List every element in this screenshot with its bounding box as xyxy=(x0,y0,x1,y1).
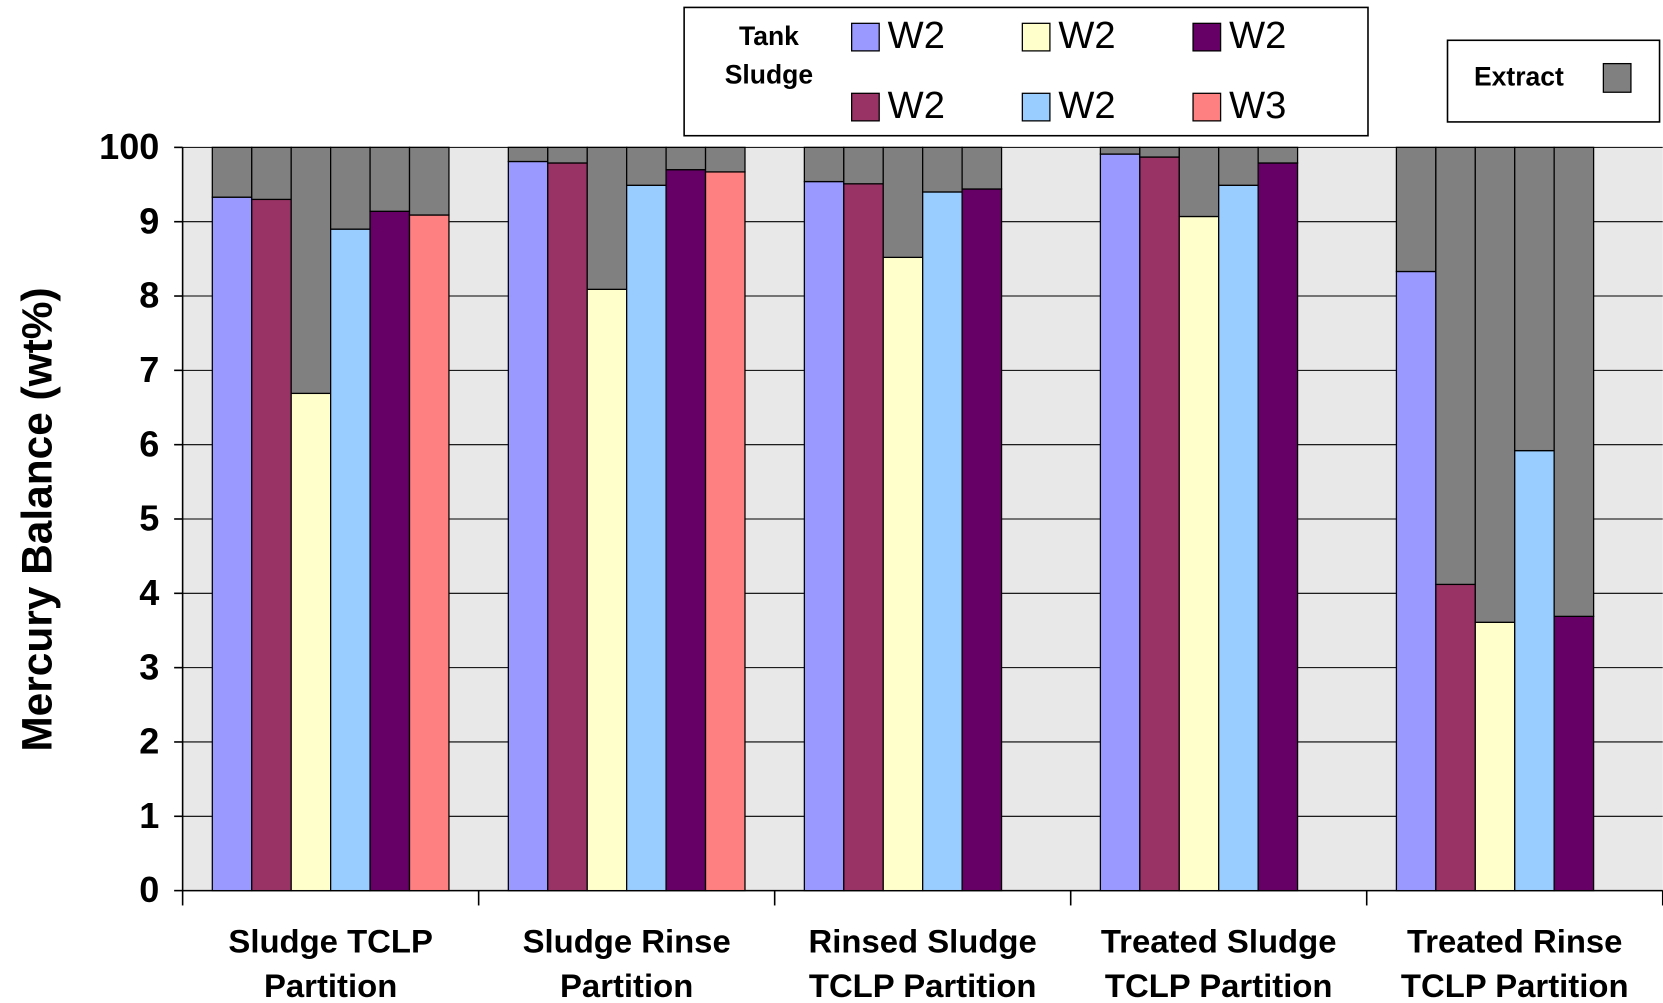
bar-extract xyxy=(882,146,924,259)
bar xyxy=(803,180,845,892)
legend-label: W2 xyxy=(888,84,945,127)
bar-extract xyxy=(290,146,332,395)
x-tick-label: TCLP Partition xyxy=(809,967,1037,1003)
legend-swatch xyxy=(1192,92,1222,122)
legend-label: Extract xyxy=(1474,61,1564,91)
x-tick-label: Partition xyxy=(264,967,397,1003)
bar xyxy=(1257,162,1299,892)
legend-swatch xyxy=(1021,22,1051,52)
x-tick-label: Rinsed Sludge xyxy=(809,922,1037,959)
bar-extract xyxy=(626,146,667,186)
bar xyxy=(882,256,924,892)
bar-extract xyxy=(251,146,292,201)
bar xyxy=(704,171,746,892)
bar-extract xyxy=(330,146,371,230)
bar-extract xyxy=(1395,146,1437,273)
bar xyxy=(290,392,332,892)
y-tick-label: 2 xyxy=(139,721,159,762)
bar-extract xyxy=(1178,146,1220,218)
legend-label: W2 xyxy=(1229,14,1286,57)
bar-extract xyxy=(922,146,963,193)
bar xyxy=(626,184,667,892)
y-tick-label: 3 xyxy=(139,646,159,687)
legend-swatch xyxy=(1021,92,1051,122)
bar-extract xyxy=(843,146,884,185)
bar-extract xyxy=(1553,146,1595,617)
legend-title: Sludge xyxy=(725,59,813,89)
bar xyxy=(369,210,411,892)
bar-extract xyxy=(369,146,411,212)
y-axis-title: Mercury Balance (wt%) xyxy=(14,287,61,751)
x-tick-label: Treated Rinse xyxy=(1407,922,1623,959)
bar xyxy=(843,183,884,892)
bar-extract xyxy=(586,146,628,290)
y-tick-label: 9 xyxy=(139,200,159,241)
bar-extract xyxy=(1474,146,1516,623)
y-tick-label: 6 xyxy=(139,423,159,464)
y-tick-label: 100 xyxy=(99,126,159,167)
bar-extract xyxy=(1139,146,1180,158)
bar xyxy=(408,214,450,892)
bar-extract xyxy=(211,146,253,198)
x-tick-label: TCLP Partition xyxy=(1401,967,1629,1003)
x-tick-label: TCLP Partition xyxy=(1105,967,1333,1003)
bar-extract xyxy=(1514,146,1555,452)
bar-extract xyxy=(408,146,450,216)
x-tick-label: Partition xyxy=(560,967,693,1003)
bar-extract xyxy=(1099,146,1141,155)
legend-swatch xyxy=(851,92,880,122)
bar-extract xyxy=(547,146,588,164)
legend-swatch xyxy=(1602,62,1632,93)
bar xyxy=(1099,153,1141,892)
bar xyxy=(1218,184,1259,892)
bar xyxy=(1514,449,1555,892)
bar xyxy=(665,169,707,892)
bar-extract xyxy=(1257,146,1299,164)
x-tick-label: Treated Sludge xyxy=(1101,922,1337,959)
bar xyxy=(1474,621,1516,892)
y-tick-label: 0 xyxy=(139,869,159,910)
legend-label: W2 xyxy=(1058,84,1115,127)
x-tick-label: Sludge Rinse xyxy=(523,922,731,959)
x-tick-label: Sludge TCLP xyxy=(228,922,432,959)
bar xyxy=(961,188,1003,892)
legend-title: Tank xyxy=(739,21,799,51)
bar-extract xyxy=(665,146,707,171)
legend-swatch xyxy=(1192,22,1222,52)
bar xyxy=(1178,215,1220,892)
bar xyxy=(1395,270,1437,892)
bar xyxy=(922,191,963,892)
bar xyxy=(1435,583,1476,892)
bar xyxy=(251,198,292,892)
bar-extract xyxy=(961,146,1003,190)
legend-label: W2 xyxy=(888,14,945,57)
bar xyxy=(1553,615,1595,892)
y-tick-label: 8 xyxy=(139,275,159,316)
y-tick-label: 4 xyxy=(139,572,159,613)
legend-swatch xyxy=(851,22,880,52)
legend-label: W3 xyxy=(1229,84,1286,127)
bar-extract xyxy=(1435,146,1476,586)
bar xyxy=(330,228,371,892)
bar-extract xyxy=(803,146,845,183)
bar xyxy=(586,288,628,892)
bar xyxy=(507,160,549,892)
legend-label: W2 xyxy=(1058,14,1115,57)
y-tick-label: 1 xyxy=(139,795,159,836)
bar-extract xyxy=(1218,146,1259,186)
bar-extract xyxy=(704,146,746,173)
y-tick-label: 7 xyxy=(139,349,159,390)
bar xyxy=(211,196,253,892)
bar xyxy=(1139,156,1180,892)
bar-extract xyxy=(507,146,549,163)
y-tick-label: 5 xyxy=(139,498,159,539)
bar xyxy=(547,162,588,892)
